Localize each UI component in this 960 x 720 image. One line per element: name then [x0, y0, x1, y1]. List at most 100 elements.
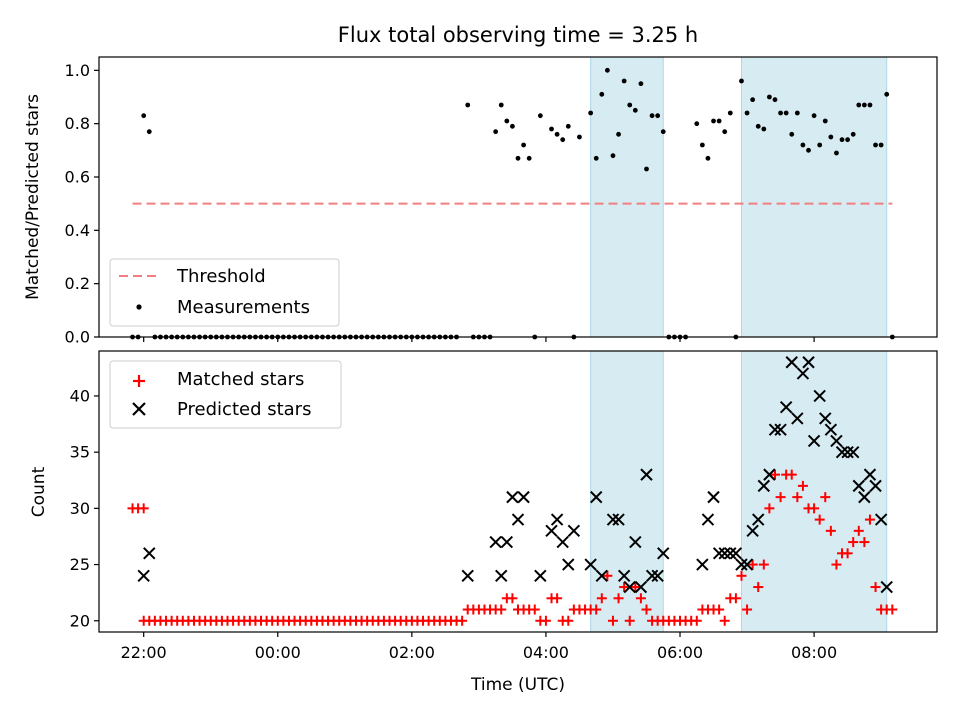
predicted-star-marker	[712, 547, 726, 560]
measurement-point	[767, 94, 772, 100]
measurement-point	[621, 78, 627, 84]
predicted-star-marker	[724, 547, 737, 560]
x-tick-label: 04:00	[523, 643, 569, 662]
matched-star-marker	[714, 604, 725, 615]
matched-star-marker	[613, 593, 624, 604]
predicted-star-marker	[567, 524, 581, 538]
measurement-point	[146, 129, 152, 135]
matched-star-marker	[138, 503, 149, 514]
measurement-point	[141, 113, 147, 119]
predicted-star-marker	[640, 468, 653, 481]
measurement-point	[828, 134, 834, 140]
matched-star-marker	[496, 604, 507, 615]
measurement-point	[856, 102, 862, 108]
matched-star-marker	[641, 604, 652, 615]
predicted-star-marker	[785, 356, 798, 369]
matched-star-marker	[825, 525, 836, 536]
predicted-star-marker	[461, 569, 474, 583]
measurement-point	[465, 102, 471, 108]
matched-stars-legend-label: Matched stars	[177, 369, 304, 390]
measurement-point	[599, 91, 605, 97]
measurement-point	[560, 137, 566, 143]
predicted-star-marker	[735, 558, 748, 571]
measurement-point	[878, 142, 884, 148]
measurement-point	[660, 129, 666, 135]
measurement-point	[549, 126, 554, 132]
predicted-star-marker	[858, 490, 871, 504]
measurement-point	[873, 142, 878, 148]
measurement-point	[845, 137, 851, 143]
predicted-star-marker	[534, 569, 547, 583]
predicted-star-marker	[595, 569, 609, 583]
predicted-star-marker	[629, 535, 642, 549]
matched-star-marker	[853, 525, 864, 536]
y-tick-label: 25	[70, 555, 90, 574]
matched-stars-legend-swatch	[133, 375, 145, 387]
predicted-star-marker	[863, 468, 877, 481]
x-tick-label: 00:00	[255, 643, 301, 662]
measurement-point	[632, 107, 638, 113]
measurement-point	[834, 150, 839, 156]
measurement-point	[565, 123, 571, 129]
matched-star-marker	[730, 593, 741, 604]
predicted-star-marker	[768, 423, 782, 436]
predicted-star-marker	[590, 490, 603, 504]
predicted-star-marker	[517, 490, 530, 504]
measurement-point	[627, 102, 633, 108]
matched-star-marker	[596, 593, 607, 604]
matched-star-marker	[540, 615, 551, 626]
predicted-star-marker	[880, 580, 893, 594]
measurement-point	[822, 118, 828, 124]
predicted-star-marker	[617, 569, 631, 583]
y-tick-label: 1.0	[65, 61, 90, 80]
matched-star-marker	[809, 503, 820, 514]
predicted-star-marker	[506, 490, 519, 504]
bottom-panel: 20 25 30 35 40 22:00 00:00 02:00 04:00 06:00 08:0…	[29, 350, 938, 695]
predicted-stars-points	[137, 356, 893, 594]
measurement-point	[515, 155, 521, 161]
matched-star-marker	[820, 492, 831, 503]
predicted-star-marker	[718, 547, 731, 560]
matched-star-marker	[864, 514, 875, 525]
top-legend-box	[109, 258, 340, 327]
measurement-point	[537, 113, 543, 119]
predicted-star-marker	[763, 468, 776, 481]
y-tick-label: 0.6	[65, 168, 90, 187]
bottom-legend: Matched stars Predicted stars	[109, 360, 342, 429]
predicted-star-marker	[651, 569, 664, 583]
measurement-point	[739, 78, 744, 84]
predicted-star-marker	[511, 513, 525, 526]
matched-star-marker	[758, 559, 769, 570]
top-x-ticks	[143, 337, 815, 342]
predicted-star-marker	[807, 434, 821, 448]
y-tick-label: 30	[70, 499, 90, 518]
measurement-point	[521, 142, 526, 148]
measurement-point	[644, 166, 649, 172]
measurement-point	[705, 155, 711, 161]
matched-star-marker	[792, 492, 803, 503]
measurement-point	[504, 118, 510, 124]
matched-star-marker	[769, 469, 780, 480]
matched-star-marker	[842, 548, 853, 559]
predicted-star-marker	[562, 558, 575, 571]
measurement-point	[510, 123, 515, 129]
matched-star-marker	[552, 593, 563, 604]
predicted-star-marker	[645, 569, 659, 583]
predicted-star-marker	[612, 513, 625, 526]
matched-star-marker	[775, 492, 786, 503]
measurement-point	[722, 129, 728, 135]
top-plot-frame	[98, 56, 938, 338]
measurement-point	[610, 153, 616, 159]
matched-star-marker	[764, 503, 775, 514]
predicted-star-marker	[657, 547, 670, 560]
predicted-star-marker	[489, 535, 502, 549]
measurement-point	[811, 113, 817, 119]
predicted-star-marker	[752, 513, 765, 526]
matched-star-marker	[630, 582, 641, 593]
matched-star-marker	[753, 582, 764, 593]
bottom-legend-box	[109, 360, 342, 429]
measurement-point	[861, 102, 867, 108]
observing-interval-band	[740, 56, 888, 338]
top-y-ticks: 0.0 0.2 0.4 0.6 0.8 1.0	[65, 61, 99, 347]
predicted-star-marker	[606, 513, 620, 526]
